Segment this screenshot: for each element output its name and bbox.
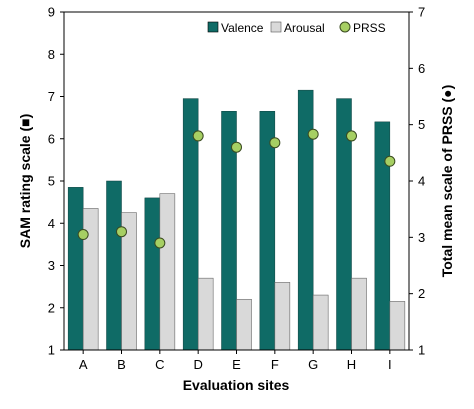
y-tick-label: 6	[48, 131, 55, 146]
legend: Valence Arousal PRSS	[207, 21, 386, 35]
y2-axis-title: Total mean scale of PRSS (●)	[439, 85, 455, 278]
legend-prss-label: PRSS	[353, 21, 386, 35]
bar-arousal-G	[312, 294, 329, 351]
y2-tick-label: 4	[418, 174, 425, 189]
bar-arousal-H	[351, 277, 367, 351]
bar-arousal-F	[274, 282, 291, 351]
bar-arousal-E	[236, 298, 252, 351]
point-prss-F	[269, 137, 281, 149]
y2-axis: 1 2 3 4 5 6 7	[409, 5, 425, 358]
bar-valence-I	[374, 121, 391, 351]
point-prss-D	[192, 130, 204, 142]
bar-arousal-I	[389, 301, 406, 351]
legend-arousal-label: Arousal	[284, 21, 325, 35]
x-tick-label-H: H	[347, 357, 356, 372]
x-tick-label-C: C	[155, 357, 164, 372]
bar-valence-B	[106, 180, 122, 351]
y2-tick-label: 1	[418, 343, 425, 358]
y2-tick-label: 7	[418, 5, 425, 20]
x-tick-label-A: A	[79, 357, 88, 372]
point-prss-C	[154, 237, 166, 249]
points-group	[77, 128, 396, 249]
point-prss-H	[346, 130, 357, 142]
legend-prss-marker	[339, 21, 351, 33]
y2-tick-label: 5	[418, 117, 425, 132]
bar-valence-A	[67, 187, 84, 351]
x-tick-label-D: D	[193, 357, 202, 372]
y-tick-label: 9	[48, 5, 55, 20]
x-tick-label-E: E	[232, 357, 241, 372]
x-tick-label-B: B	[117, 357, 126, 372]
y-tick-label: 3	[48, 258, 55, 273]
point-prss-B	[116, 226, 127, 238]
y-tick-label: 4	[48, 216, 55, 231]
bar-arousal-C	[159, 193, 176, 351]
bars-group	[67, 89, 406, 351]
x-tick-label-I: I	[388, 357, 392, 372]
y2-tick-label: 6	[418, 61, 425, 76]
point-prss-A	[77, 229, 89, 241]
y-tick-label: 8	[48, 47, 55, 62]
y-tick-label: 1	[48, 343, 55, 358]
legend-valence-swatch	[207, 21, 219, 33]
y2-tick-label: 3	[418, 230, 425, 245]
bar-valence-C	[144, 197, 161, 351]
y-axis: 1 2 3 4 5 6 7 8 9	[48, 5, 64, 358]
x-tick-label-F: F	[271, 357, 279, 372]
x-axis-title: Evaluation sites	[183, 377, 290, 393]
y-axis-title: SAM rating scale (■)	[17, 114, 33, 248]
bar-valence-G	[297, 89, 314, 351]
legend-arousal-swatch	[270, 21, 282, 33]
y2-tick-label: 2	[418, 286, 425, 301]
bar-arousal-D	[197, 277, 214, 351]
x-tick-label-G: G	[308, 357, 318, 372]
y-tick-label: 2	[48, 300, 55, 315]
point-prss-E	[231, 141, 242, 153]
y-tick-label: 7	[48, 89, 55, 104]
legend-valence-label: Valence	[221, 21, 264, 35]
point-prss-I	[384, 155, 396, 167]
point-prss-G	[307, 128, 319, 140]
x-axis: A B C D E F G H I	[79, 350, 392, 372]
y-tick-label: 5	[48, 174, 55, 189]
